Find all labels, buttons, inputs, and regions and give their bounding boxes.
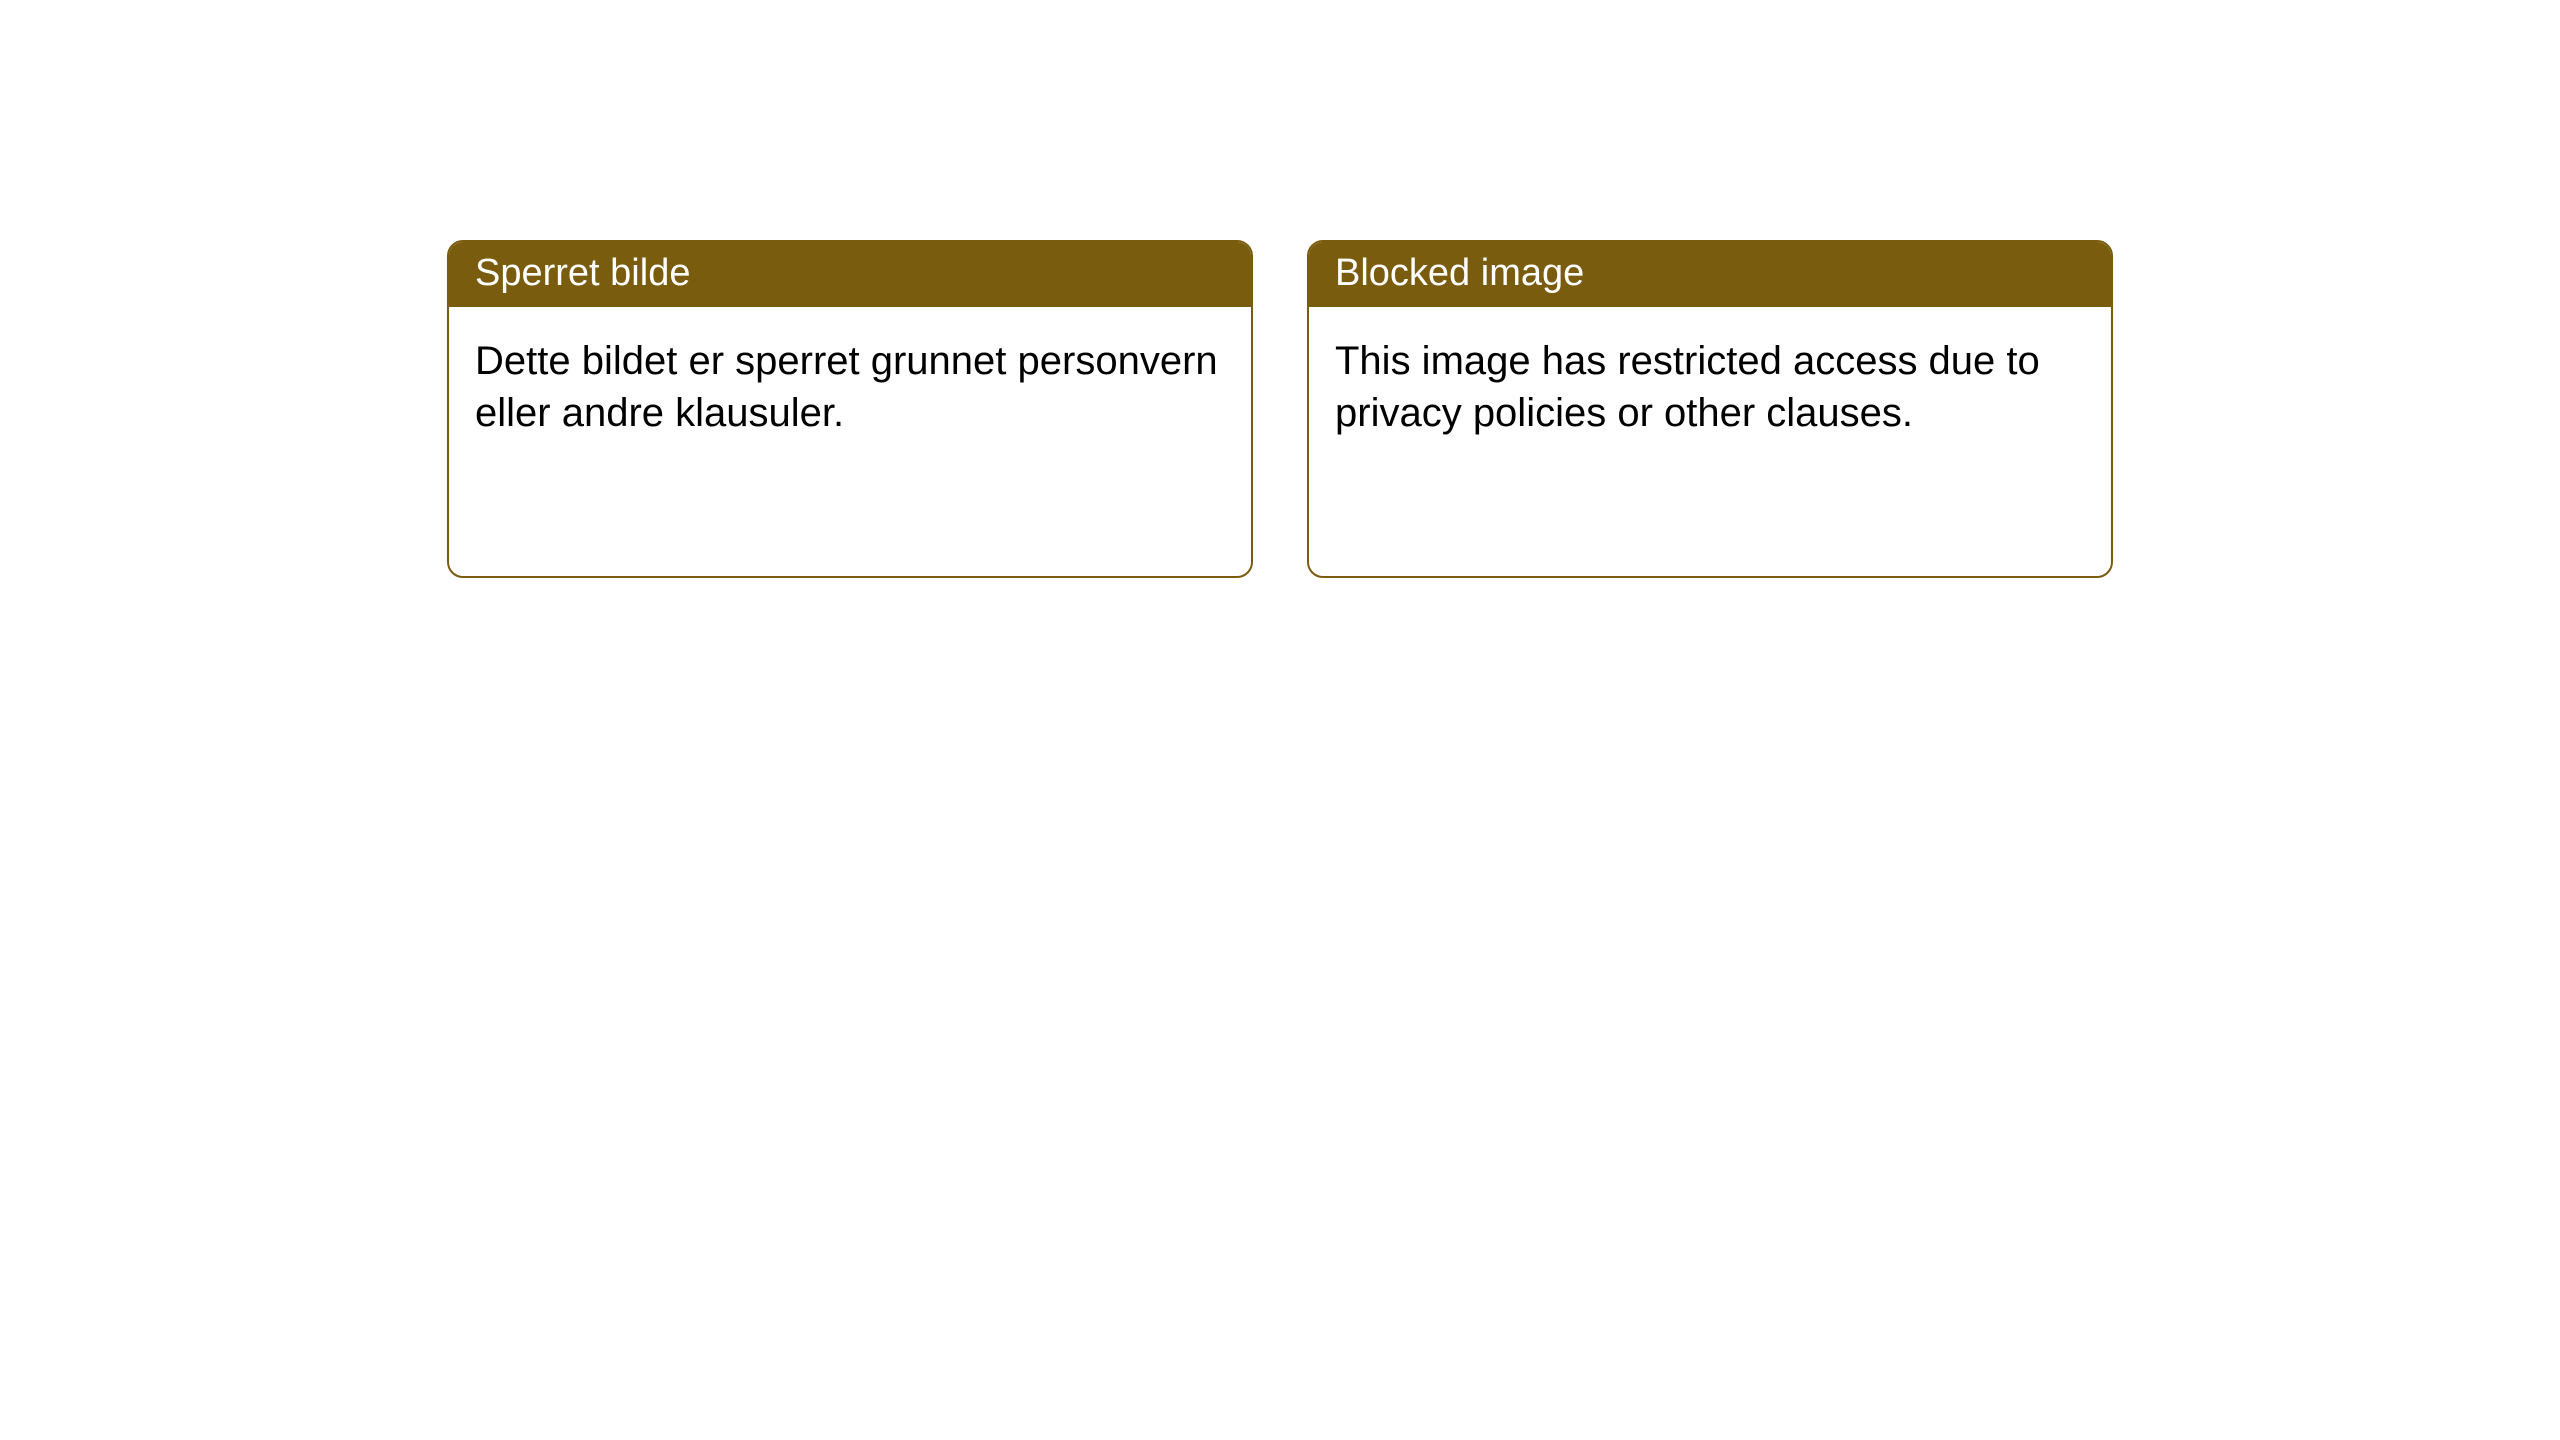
notice-body: Dette bildet er sperret grunnet personve…: [449, 307, 1251, 467]
notice-body-text: This image has restricted access due to …: [1335, 339, 2040, 435]
notice-card-norwegian: Sperret bilde Dette bildet er sperret gr…: [447, 240, 1253, 578]
notice-title: Blocked image: [1335, 252, 1584, 294]
notice-header: Sperret bilde: [449, 242, 1251, 307]
notice-container: Sperret bilde Dette bildet er sperret gr…: [447, 240, 2113, 578]
notice-header: Blocked image: [1309, 242, 2111, 307]
notice-title: Sperret bilde: [475, 252, 690, 294]
notice-body: This image has restricted access due to …: [1309, 307, 2111, 467]
notice-card-english: Blocked image This image has restricted …: [1307, 240, 2113, 578]
notice-body-text: Dette bildet er sperret grunnet personve…: [475, 339, 1218, 435]
